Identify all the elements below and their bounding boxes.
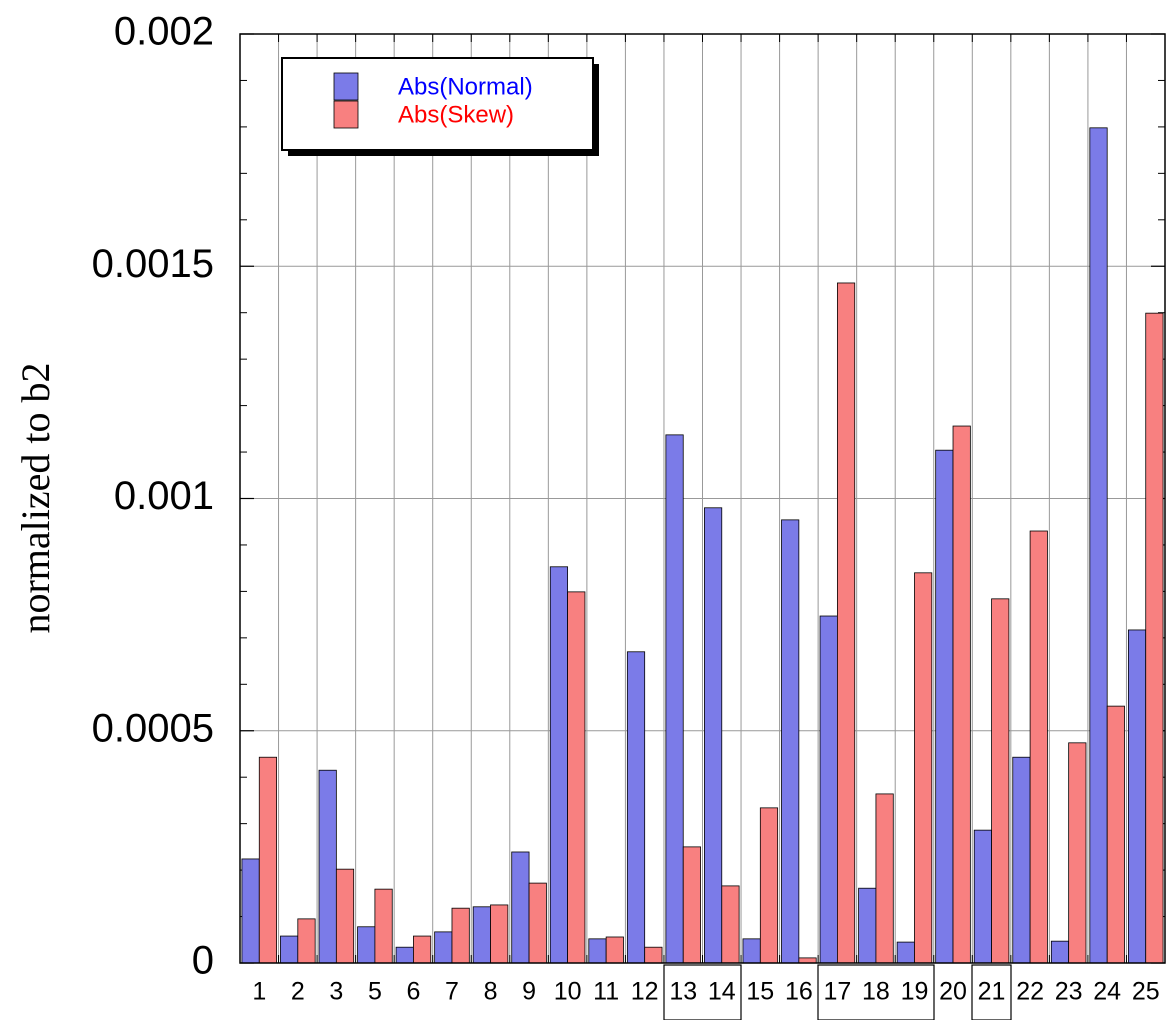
bar bbox=[781, 519, 800, 964]
x-tick-label: 14 bbox=[708, 978, 736, 1006]
y-tick-label: 0.0015 bbox=[92, 242, 214, 286]
bar bbox=[490, 904, 509, 964]
bar bbox=[1050, 940, 1070, 964]
bar bbox=[1029, 530, 1048, 964]
x-tick-label: 5 bbox=[368, 978, 382, 1006]
label-boxes bbox=[663, 964, 1012, 1020]
bar bbox=[875, 793, 894, 964]
bar bbox=[991, 598, 1010, 964]
bar bbox=[605, 936, 624, 964]
bar bbox=[1127, 629, 1147, 964]
x-tick-label: 13 bbox=[669, 978, 697, 1006]
x-tick-label: 18 bbox=[862, 978, 890, 1006]
bar bbox=[1089, 127, 1108, 964]
bar bbox=[280, 935, 299, 964]
bar bbox=[742, 938, 761, 964]
y-tick-label: 0 bbox=[192, 939, 214, 983]
bar bbox=[297, 918, 316, 964]
legend-label: Abs(Skew) bbox=[398, 101, 514, 128]
bar bbox=[798, 957, 817, 964]
bar bbox=[952, 425, 971, 964]
bar bbox=[858, 887, 877, 964]
x-tick-label: 1 bbox=[252, 978, 266, 1006]
legend-swatch bbox=[333, 100, 359, 129]
bar bbox=[973, 829, 992, 964]
bar bbox=[434, 931, 453, 964]
bar bbox=[1068, 742, 1087, 964]
bar bbox=[472, 906, 491, 964]
x-tick-label: 6 bbox=[406, 978, 420, 1006]
plot-frame bbox=[239, 33, 1166, 964]
bar bbox=[567, 591, 586, 964]
bar bbox=[665, 434, 684, 964]
bar bbox=[335, 868, 355, 964]
x-tick-label: 24 bbox=[1093, 978, 1121, 1006]
x-tick-label: 10 bbox=[554, 978, 582, 1006]
bar bbox=[896, 941, 915, 964]
bar bbox=[451, 907, 470, 964]
y-tick-label: 0.0005 bbox=[92, 706, 214, 750]
legend: Abs(Normal)Abs(Skew) bbox=[281, 57, 599, 156]
bar bbox=[1012, 756, 1031, 964]
bar bbox=[836, 282, 856, 964]
x-tick-label: 22 bbox=[1016, 978, 1044, 1006]
bar bbox=[935, 449, 954, 964]
bar bbox=[413, 935, 432, 964]
x-tick-label: 2 bbox=[291, 978, 305, 1006]
y-tick-label: 0.002 bbox=[114, 10, 214, 54]
bar bbox=[588, 938, 607, 964]
bar bbox=[395, 946, 414, 964]
x-tick-label: 21 bbox=[978, 978, 1006, 1006]
bar bbox=[704, 507, 723, 964]
legend-swatch bbox=[333, 72, 359, 101]
x-tick-label: 19 bbox=[901, 978, 929, 1006]
bar bbox=[357, 926, 376, 964]
x-tick-label: 8 bbox=[484, 978, 498, 1006]
x-tick-label: 15 bbox=[746, 978, 774, 1006]
y-tick-label: 0.001 bbox=[114, 474, 214, 518]
bar bbox=[549, 566, 569, 964]
bar bbox=[626, 651, 646, 964]
bar bbox=[819, 615, 838, 964]
bar bbox=[318, 769, 337, 964]
bar bbox=[721, 885, 740, 964]
bar bbox=[644, 946, 663, 964]
x-tick-label: 11 bbox=[593, 978, 619, 1006]
bar bbox=[374, 888, 393, 964]
x-tick-label: 25 bbox=[1132, 978, 1160, 1006]
bar bbox=[682, 846, 701, 964]
x-tick-label: 23 bbox=[1055, 978, 1083, 1006]
bar bbox=[1106, 705, 1125, 964]
x-tick-label: 7 bbox=[445, 978, 459, 1006]
x-tick-label: 16 bbox=[785, 978, 813, 1006]
bar bbox=[511, 851, 530, 964]
x-tick-label: 17 bbox=[823, 978, 851, 1006]
x-tick-label: 9 bbox=[522, 978, 536, 1006]
bar bbox=[241, 858, 260, 964]
x-tick-label: 3 bbox=[329, 978, 343, 1006]
y-axis-label: normalized to b2 bbox=[13, 362, 58, 633]
bar bbox=[528, 882, 547, 964]
x-tick-label: 20 bbox=[939, 978, 967, 1006]
bar bbox=[1145, 312, 1164, 964]
bar bbox=[914, 572, 933, 964]
legend-label: Abs(Normal) bbox=[398, 73, 533, 100]
bar bbox=[759, 807, 779, 964]
x-tick-label: 12 bbox=[631, 978, 659, 1006]
bar bbox=[258, 756, 278, 964]
